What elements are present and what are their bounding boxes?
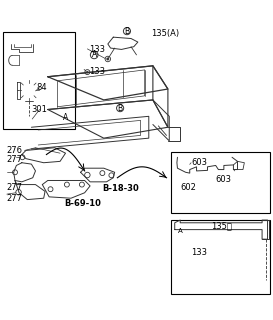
Bar — [3, 32, 75, 129]
Text: 133: 133 — [89, 45, 105, 54]
Circle shape — [87, 71, 88, 73]
Bar — [171, 152, 270, 213]
Circle shape — [228, 163, 230, 165]
Circle shape — [107, 58, 109, 60]
Text: B: B — [124, 27, 129, 36]
Circle shape — [204, 167, 206, 169]
Circle shape — [27, 118, 30, 120]
Text: 603: 603 — [216, 175, 232, 184]
Text: A: A — [63, 113, 68, 122]
Text: 277: 277 — [7, 194, 23, 203]
Text: 602: 602 — [180, 183, 196, 192]
Text: 276: 276 — [7, 146, 23, 155]
Text: A: A — [178, 228, 183, 234]
Text: B-18-30: B-18-30 — [102, 184, 139, 193]
Text: 277: 277 — [7, 183, 23, 192]
Circle shape — [265, 282, 267, 284]
Text: B-69-10: B-69-10 — [64, 199, 101, 208]
Text: 133: 133 — [191, 248, 207, 257]
Bar — [171, 220, 270, 294]
Text: 301: 301 — [31, 105, 47, 114]
Text: A: A — [91, 50, 97, 60]
Text: 135⒱: 135⒱ — [212, 221, 232, 230]
Text: 277: 277 — [7, 156, 23, 164]
Text: B: B — [118, 104, 123, 113]
Text: 84: 84 — [37, 83, 48, 92]
Text: 135(A): 135(A) — [152, 29, 180, 38]
Text: 603: 603 — [191, 158, 207, 167]
Text: 133: 133 — [89, 67, 105, 76]
Circle shape — [179, 163, 181, 165]
